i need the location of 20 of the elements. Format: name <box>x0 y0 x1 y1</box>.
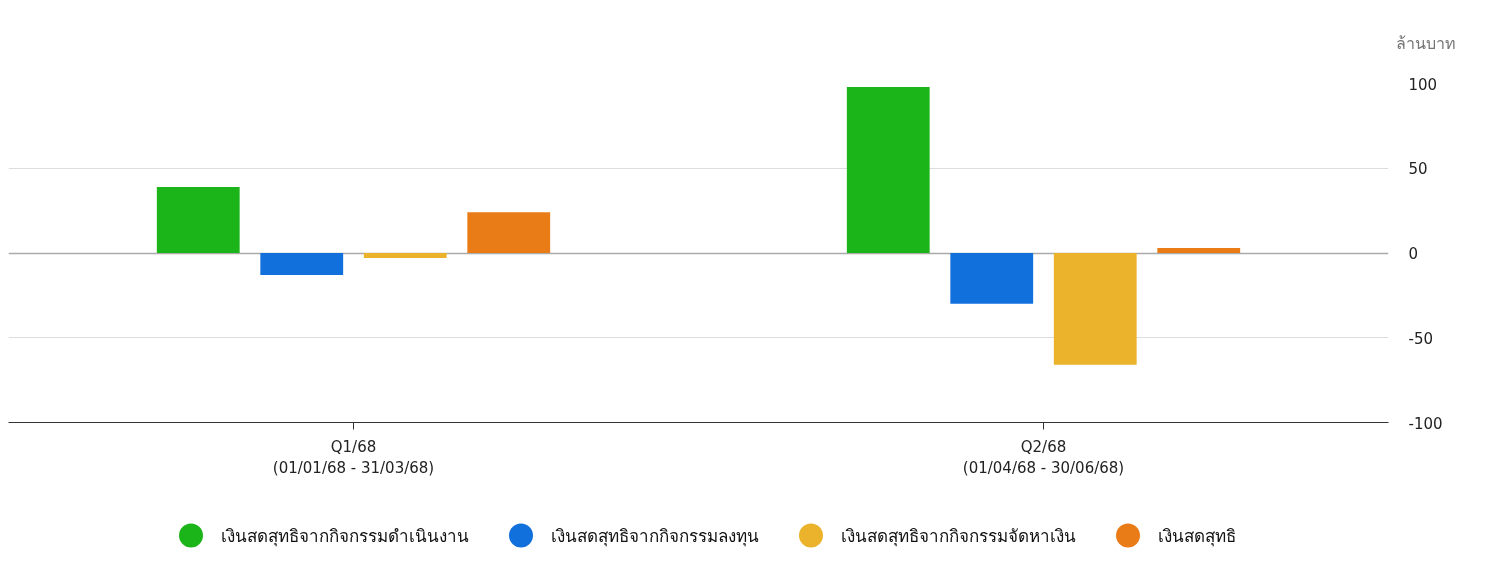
bar <box>467 212 551 253</box>
x-tick-label: Q2/68 (01/04/68 - 30/06/68) <box>962 437 1125 478</box>
bar <box>846 86 930 253</box>
y-tick-label: -100 <box>1408 414 1443 433</box>
legend-label: เงินสดสุทธิจากกิจกรรมลงทุน <box>550 524 759 549</box>
bar <box>260 253 344 276</box>
bar <box>950 253 1034 304</box>
legend-label: เงินสดสุทธิจากกิจกรรมดำเนินงาน <box>220 524 469 549</box>
y-tick-label: -50 <box>1408 329 1433 348</box>
y-tick-label: 0 <box>1408 245 1419 263</box>
bar <box>1053 253 1137 365</box>
y-tick-label: 50 <box>1408 160 1428 179</box>
x-tick-label: Q1/68 (01/01/68 - 31/03/68) <box>272 437 435 478</box>
bar <box>156 186 240 253</box>
y-axis-title: ล้านบาท <box>1395 33 1456 53</box>
bar <box>1157 247 1241 253</box>
y-tick-label: 100 <box>1408 75 1438 94</box>
legend-label: เงินสดสุทธิจากกิจกรรมจัดหาเงิน <box>840 524 1076 549</box>
legend-label: เงินสดสุทธิ <box>1157 524 1236 549</box>
bar <box>363 253 447 259</box>
